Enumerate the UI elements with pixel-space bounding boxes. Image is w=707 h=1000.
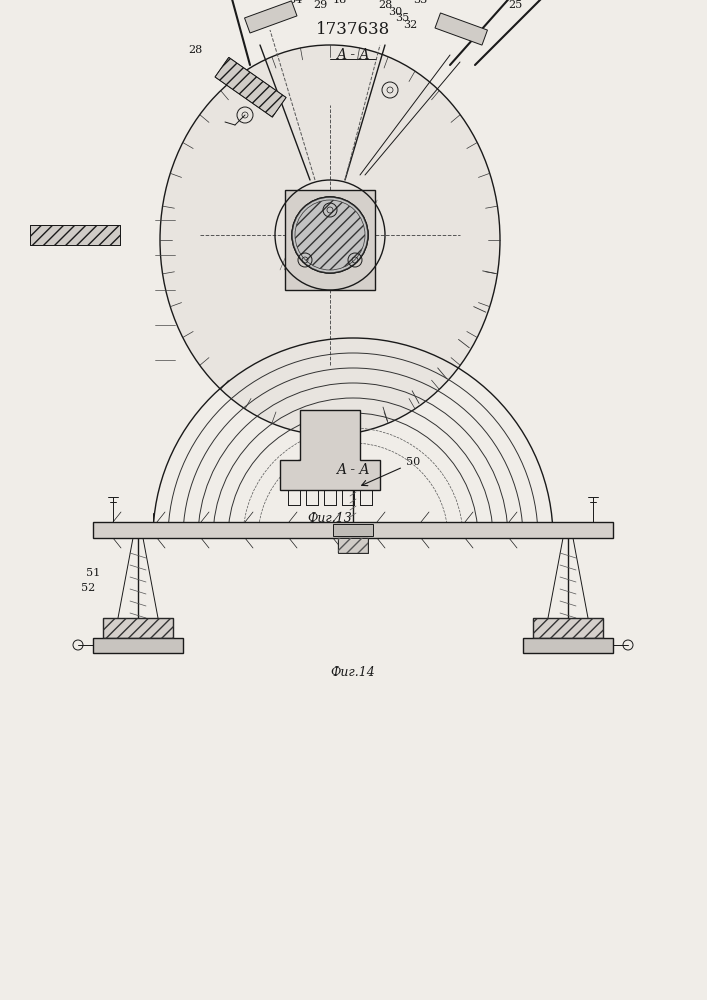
Text: Фиг.14: Фиг.14 — [331, 666, 375, 680]
Ellipse shape — [292, 197, 368, 273]
Bar — [30, 225, 120, 245]
Bar — [93, 522, 613, 538]
Bar — [338, 538, 368, 553]
Text: 30: 30 — [388, 7, 402, 17]
Text: 28: 28 — [378, 0, 392, 10]
Bar — [285, 190, 375, 290]
Text: Фиг.13: Фиг.13 — [308, 512, 352, 524]
Text: A - A: A - A — [337, 463, 370, 477]
Polygon shape — [280, 410, 380, 490]
Bar — [93, 638, 183, 653]
Bar — [30, 225, 120, 245]
Text: 28: 28 — [188, 45, 202, 55]
Bar — [533, 618, 603, 638]
Text: 25: 25 — [508, 0, 522, 10]
Text: 29: 29 — [313, 0, 327, 10]
Bar — [103, 618, 173, 638]
Text: 18: 18 — [333, 0, 347, 5]
Bar — [215, 57, 286, 117]
Bar — [338, 538, 368, 553]
Text: 52: 52 — [81, 583, 95, 593]
Ellipse shape — [292, 197, 368, 273]
Bar — [533, 618, 603, 638]
Text: 33: 33 — [413, 0, 427, 5]
Ellipse shape — [160, 45, 500, 435]
Text: 1737638: 1737638 — [316, 21, 390, 38]
Text: 51: 51 — [86, 568, 100, 578]
Bar — [215, 57, 286, 117]
Bar — [245, 1, 297, 33]
Bar — [523, 638, 613, 653]
Text: 34: 34 — [288, 0, 302, 5]
Text: 32: 32 — [403, 20, 417, 30]
Text: 35: 35 — [395, 13, 409, 23]
Bar — [333, 524, 373, 536]
Text: A - A: A - A — [337, 48, 370, 62]
Bar — [103, 618, 173, 638]
Text: 50: 50 — [406, 457, 420, 467]
Bar — [435, 13, 487, 45]
